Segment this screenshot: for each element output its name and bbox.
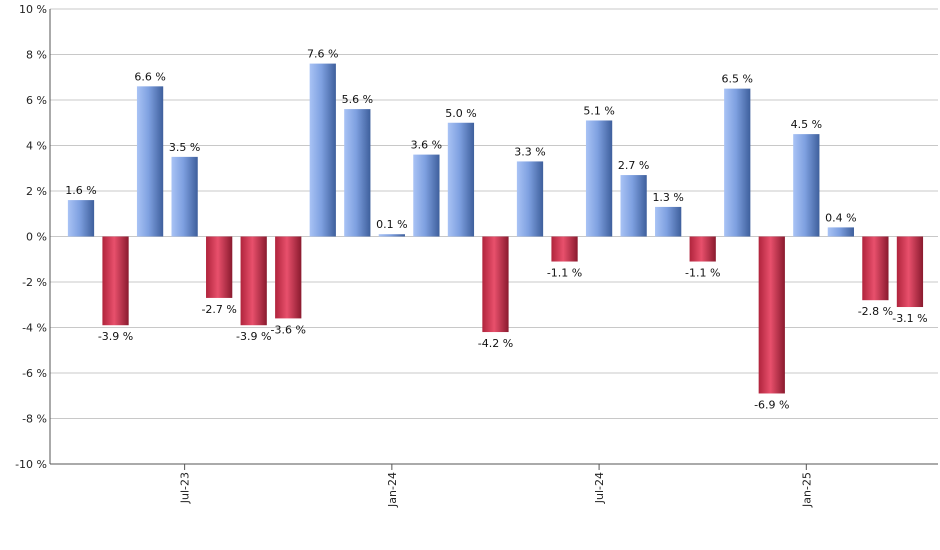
bar-positive — [655, 206, 682, 237]
bar-positive — [447, 122, 475, 237]
data-label: 7.6 % — [307, 48, 338, 61]
bar-positive — [516, 161, 544, 237]
data-label: 5.1 % — [583, 104, 614, 117]
y-tick-label: -2 % — [22, 276, 47, 289]
bar-negative — [240, 236, 267, 326]
data-label: 4.5 % — [791, 118, 822, 131]
x-axis-ticks: Jul-23 Jan-24 Jul-24 Jan-25 — [179, 464, 813, 508]
data-label: 3.6 % — [411, 139, 442, 152]
data-label: -3.1 % — [892, 312, 927, 325]
bar-positive — [620, 175, 647, 237]
data-label: 6.5 % — [722, 73, 753, 86]
bar-negative — [102, 236, 129, 326]
y-axis-ticks: 10 % 8 % 6 % 4 % 2 % 0 % -2 % -4 % -6 % -8 % -10 % — [15, 3, 47, 471]
x-tick-label: Jan-24 — [386, 472, 399, 508]
bar-negative — [206, 236, 233, 298]
y-tick-label: 2 % — [26, 185, 47, 198]
bar-negative — [862, 236, 889, 301]
data-label: 3.5 % — [169, 141, 200, 154]
bar-positive — [827, 227, 854, 237]
y-tick-label: -10 % — [15, 458, 47, 471]
data-label: -2.8 % — [858, 305, 893, 318]
data-labels: 1.6 %-3.9 %6.6 %3.5 %-2.7 %-3.9 %-3.6 %7… — [65, 48, 927, 412]
x-tick-label: Jul-23 — [179, 472, 192, 504]
data-label: 1.3 % — [652, 191, 683, 204]
bar-positive — [171, 156, 198, 237]
x-tick-label: Jul-24 — [593, 472, 606, 504]
bar-negative — [689, 236, 716, 262]
bars — [67, 63, 924, 394]
x-tick-label: Jan-25 — [800, 472, 813, 508]
data-label: -1.1 % — [685, 267, 720, 280]
y-tick-label: 8 % — [26, 49, 47, 62]
bar-positive — [724, 88, 751, 237]
bar-negative — [551, 236, 578, 262]
bar-positive — [378, 234, 405, 237]
data-label: 0.4 % — [825, 211, 856, 224]
bar-negative — [275, 236, 302, 319]
bar-positive — [67, 200, 95, 237]
y-tick-label: 6 % — [26, 94, 47, 107]
data-label: 5.0 % — [445, 107, 476, 120]
y-tick-label: 0 % — [26, 231, 47, 244]
data-label: 3.3 % — [514, 145, 545, 158]
data-label: -6.9 % — [754, 398, 789, 411]
data-label: -3.9 % — [98, 330, 133, 343]
bar-negative — [896, 236, 924, 308]
data-label: 5.6 % — [342, 93, 373, 106]
data-label: 2.7 % — [618, 159, 649, 172]
data-label: -3.6 % — [271, 323, 306, 336]
data-label: -2.7 % — [201, 303, 236, 316]
bar-positive — [793, 134, 820, 237]
data-label: -3.9 % — [236, 330, 271, 343]
bar-negative — [482, 236, 509, 333]
bar-positive — [344, 109, 371, 237]
y-tick-label: 4 % — [26, 140, 47, 153]
data-label: -4.2 % — [478, 337, 513, 350]
bar-positive — [309, 63, 336, 237]
y-tick-label: -4 % — [22, 322, 47, 335]
bar-negative — [758, 236, 785, 394]
data-label: 0.1 % — [376, 218, 407, 231]
axes — [49, 9, 938, 465]
bar-positive — [413, 154, 440, 237]
y-tick-label: -6 % — [22, 367, 47, 380]
data-label: 1.6 % — [65, 184, 96, 197]
data-label: 6.6 % — [134, 70, 165, 83]
y-tick-label: 10 % — [19, 3, 47, 16]
bar-positive — [585, 120, 613, 237]
y-tick-label: -8 % — [22, 413, 47, 426]
bar-positive — [136, 86, 164, 237]
data-label: -1.1 % — [547, 267, 582, 280]
